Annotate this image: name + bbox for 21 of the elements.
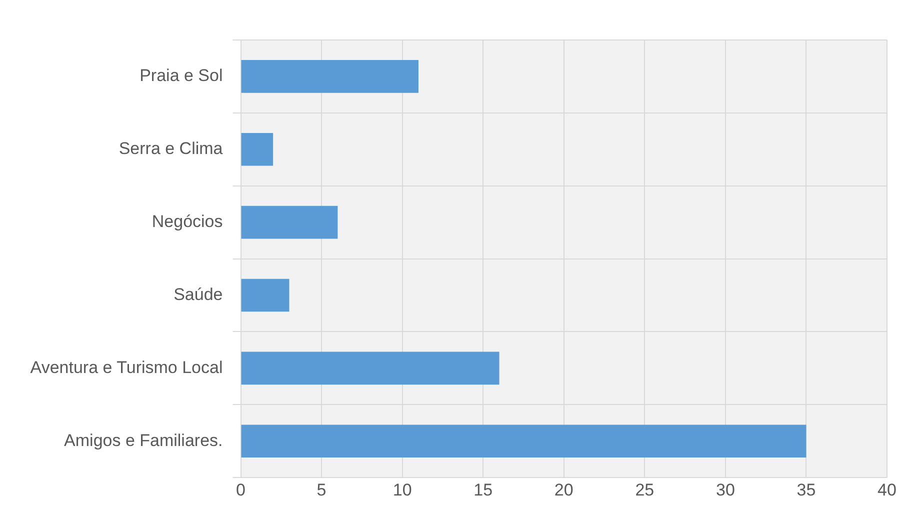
x-tick-label: 10: [392, 480, 412, 500]
bar: [241, 278, 290, 312]
x-tick-label: 20: [554, 480, 574, 500]
y-tick-label: Saúde: [174, 284, 223, 304]
x-tick-label: 40: [878, 480, 896, 500]
bar: [241, 60, 418, 93]
x-tick-label: 30: [716, 480, 735, 500]
x-tick-label: 35: [796, 480, 816, 500]
bar: [241, 206, 338, 239]
bar: [241, 132, 274, 166]
y-tick-label: Praia e Sol: [140, 66, 223, 86]
x-tick-label: 0: [236, 480, 246, 500]
y-tick-label: Negócios: [152, 212, 223, 232]
bar: [241, 352, 500, 385]
x-tick-label: 15: [474, 480, 493, 500]
y-tick-label: Aventura e Turismo Local: [30, 358, 223, 377]
x-tick-label: 5: [316, 480, 326, 500]
bar: [241, 424, 806, 458]
y-tick-label: Amigos e Familiares.: [64, 430, 223, 450]
x-tick-label: 25: [635, 480, 654, 500]
y-tick-label: Serra e Clima: [118, 139, 224, 158]
